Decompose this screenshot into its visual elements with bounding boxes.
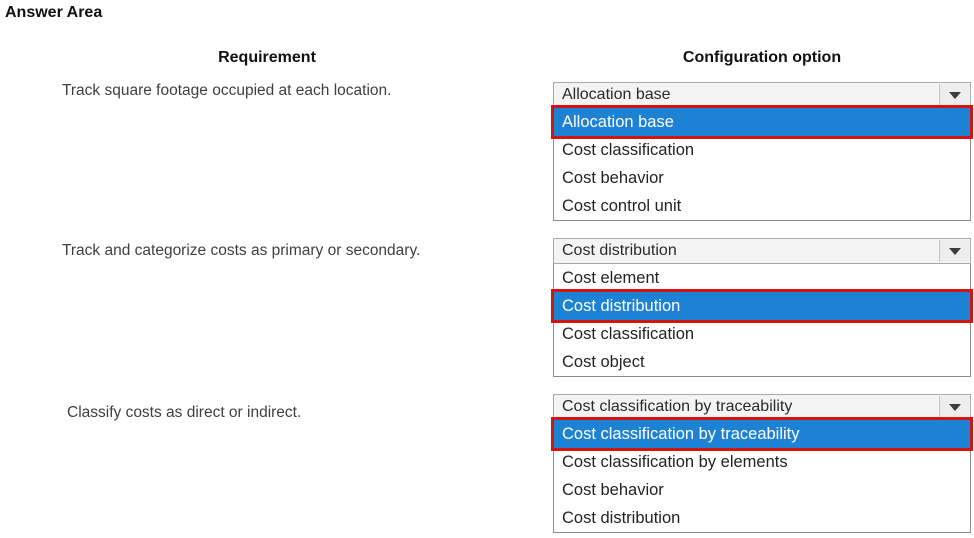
chevron-down-icon — [948, 403, 961, 411]
dropdown-option[interactable]: Cost classification — [554, 320, 970, 348]
dropdown-option[interactable]: Cost object — [554, 348, 970, 376]
dropdown-options-list-2: Cost element Cost distribution Cost clas… — [551, 264, 973, 377]
dropdown-option[interactable]: Cost control unit — [554, 192, 970, 220]
dropdown-option[interactable]: Cost element — [554, 264, 970, 292]
selected-value-1: Allocation base — [562, 86, 671, 103]
dropdown-group-3: Cost classification by traceability Cost… — [551, 394, 973, 533]
selected-value-2: Cost distribution — [562, 242, 677, 259]
page-title: Answer Area — [5, 4, 103, 21]
requirement-text-1: Track square footage occupied at each lo… — [62, 82, 392, 99]
configuration-select-3[interactable]: Cost classification by traceability — [553, 394, 971, 420]
selected-value-3: Cost classification by traceability — [562, 398, 793, 415]
column-header-requirement: Requirement — [218, 49, 316, 66]
dropdown-option[interactable]: Cost classification — [554, 136, 970, 164]
dropdown-option[interactable]: Cost behavior — [554, 476, 970, 504]
dropdown-group-2: Cost distribution Cost element Cost dist… — [551, 238, 973, 377]
dropdown-arrow-button[interactable] — [939, 240, 969, 262]
configuration-select-1[interactable]: Allocation base — [553, 82, 971, 108]
chevron-down-icon — [948, 91, 961, 99]
dropdown-option[interactable]: Cost distribution — [554, 504, 970, 532]
dropdown-arrow-button[interactable] — [939, 84, 969, 106]
requirement-text-3: Classify costs as direct or indirect. — [67, 404, 302, 421]
dropdown-option[interactable]: Cost classification by traceability — [551, 417, 973, 451]
configuration-select-2[interactable]: Cost distribution — [553, 238, 971, 264]
column-header-configuration-option: Configuration option — [682, 49, 842, 66]
requirement-text-2: Track and categorize costs as primary or… — [62, 242, 421, 259]
dropdown-options-list-1: Allocation base Cost classification Cost… — [551, 105, 973, 221]
dropdown-options-list-3: Cost classification by traceability Cost… — [551, 417, 973, 533]
dropdown-group-1: Allocation base Allocation base Cost cla… — [551, 82, 973, 221]
dropdown-option[interactable]: Allocation base — [551, 105, 973, 139]
chevron-down-icon — [948, 247, 961, 255]
dropdown-option[interactable]: Cost behavior — [554, 164, 970, 192]
dropdown-option[interactable]: Cost classification by elements — [554, 448, 970, 476]
dropdown-arrow-button[interactable] — [939, 396, 969, 418]
dropdown-option[interactable]: Cost distribution — [551, 289, 973, 323]
